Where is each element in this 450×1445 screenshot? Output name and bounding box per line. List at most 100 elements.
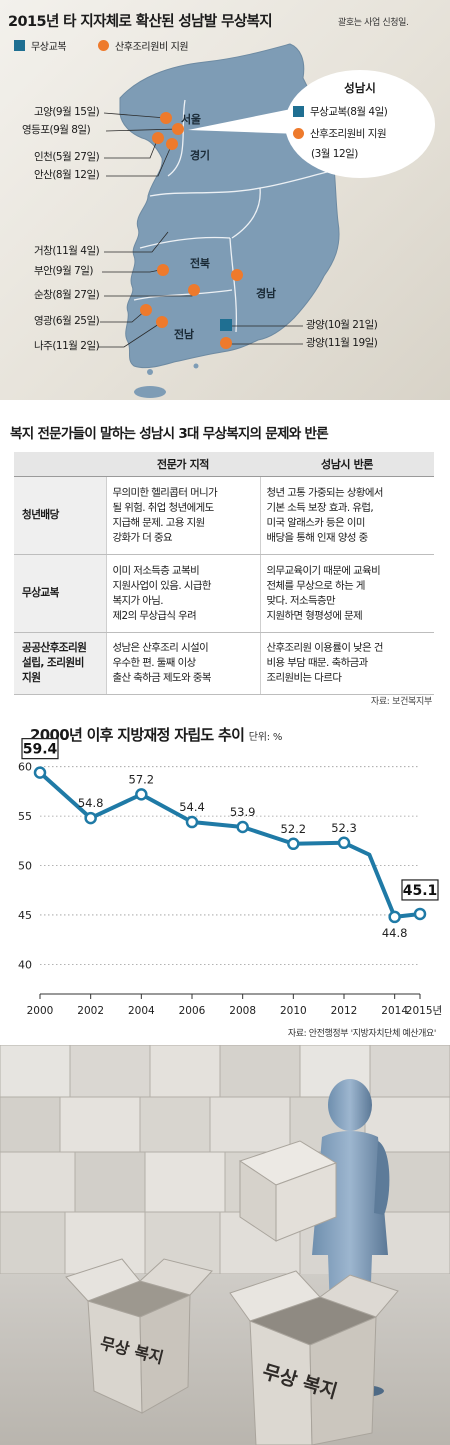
row-heading-line: 지원	[22, 672, 41, 684]
chart-title-text: 2000년 이후 지방재정 자립도 추이	[30, 726, 245, 744]
circle-marker-icon	[293, 128, 304, 139]
row-heading: 공공산후조리원 설립, 조리원비 지원	[14, 632, 106, 695]
region-label-jeonbuk: 전북	[190, 257, 210, 270]
square-marker-icon	[14, 40, 25, 51]
province-border	[229, 237, 238, 333]
line-chart: 40 45 50 55 60 2000 2002 2004 2006 2008 2010 2012 20…	[18, 738, 442, 1017]
postpartum-marker-yeonggwang	[140, 304, 152, 316]
region-label-gyeongnam: 경남	[256, 287, 276, 300]
postpartum-marker-yeongdeungpo	[172, 123, 184, 135]
cell-line: 청년 고통 가중되는 상황에서	[266, 486, 384, 499]
data-point	[413, 907, 427, 921]
cell-line: 우수한 편. 둘째 이상	[112, 657, 197, 669]
legend-uniform-label: 무상교복	[31, 42, 67, 53]
leader-line	[98, 321, 163, 348]
chart-unit: 단위: %	[248, 732, 283, 743]
place-label: 광양(11월 19일)	[306, 337, 378, 349]
leader-line	[105, 128, 179, 132]
leader-line	[103, 112, 167, 119]
cell-line: 의무교육이기 때문에 교육비	[266, 564, 381, 577]
seongnam-callout: 성남시 무상교복(8월 4일) 산후조리원비 지원 (3월 12일)	[285, 70, 435, 178]
region-label-gyeonggi: 경기	[190, 149, 210, 162]
table-header-cell	[14, 452, 106, 477]
province-border	[231, 187, 261, 239]
cell-line: 맞다. 저소득층만	[266, 594, 336, 607]
cell-line: 전체를 무상으로 하는 게	[266, 579, 366, 592]
x-tick-label: 2006	[179, 1005, 206, 1017]
data-label: 52.3	[331, 821, 357, 835]
region-label-jeonnam: 전남	[174, 328, 194, 341]
data-point	[135, 788, 148, 801]
x-tick-label: 2004	[128, 1005, 155, 1017]
city-cell: 청년 고통 가중되는 상황에서 기본 소득 보장 효과. 유럽, 미국 알래스카…	[259, 476, 434, 555]
island	[193, 363, 199, 369]
postpartum-marker-sunchang	[188, 284, 200, 296]
y-tick-label: 40	[18, 958, 32, 971]
cell-line: 산후조리원 이용률이 낮은 건	[266, 642, 384, 654]
leader-line	[102, 269, 161, 273]
postpartum-marker-gwangyang	[220, 337, 232, 349]
cell-line: 강화가 더 중요	[112, 531, 173, 544]
cell-line: 출산 축하금 제도와 중복	[112, 672, 212, 684]
place-label: 인천(5월 27일)	[34, 151, 100, 163]
fiscal-independence-chart-section: 2000년 이후 지방재정 자립도 추이 단위: % 40 45 50 55 60 200…	[0, 712, 450, 1042]
data-label: 45.1	[403, 883, 438, 899]
welfare-debate-table: 전문가 지적 성남시 반론 청년배당 무의미한 헬리콥터 머니가 될 위험. 취…	[14, 452, 434, 695]
place-label: 순창(8월 27일)	[34, 289, 100, 301]
data-label: 54.8	[78, 796, 104, 810]
map-note: 괄호는 사업 신청일.	[338, 18, 409, 28]
map-title: 2015년 타 지자체로 확산된 성남발 무상복지	[8, 14, 273, 30]
postpartum-marker-buan	[157, 264, 169, 276]
cell-line: 성남은 산후조리 시설이	[112, 642, 209, 654]
row-heading: 무상교복	[14, 554, 106, 633]
place-label: 나주(11월 2일)	[34, 340, 100, 352]
table-row: 공공산후조리원 설립, 조리원비 지원 성남은 산후조리 시설이 우수한 편. …	[14, 632, 434, 695]
expert-cell: 무의미한 헬리콥터 머니가 될 위험. 취업 청년에게도 지급해 문제. 고용 …	[105, 476, 260, 555]
data-label: 57.2	[129, 772, 155, 786]
data-label: 54.4	[179, 800, 205, 814]
cell-line: 될 위험. 취업 청년에게도	[112, 501, 215, 514]
row-heading: 청년배당	[14, 476, 106, 555]
callout-uniform-row: 무상교복(8월 4일)	[293, 104, 388, 119]
cell-line: 이미 저소득층 교복비	[112, 564, 200, 577]
data-label-box	[21, 738, 59, 760]
cell-line: 배당을 통해 인재 양성 중	[266, 531, 369, 544]
data-point	[33, 766, 47, 779]
data-label: 53.9	[230, 805, 256, 819]
x-tick-label: 2012	[331, 1005, 358, 1017]
leader-line	[104, 137, 159, 159]
carried-box	[238, 1140, 338, 1242]
place-label: 영등포(9월 8일)	[22, 124, 91, 136]
y-tick-label: 45	[18, 909, 32, 922]
cell-line: 조리원비는 다르다	[266, 672, 342, 684]
x-tick-label: 2002	[77, 1005, 104, 1017]
island	[147, 369, 153, 375]
place-label: 영광(6월 25일)	[34, 315, 100, 327]
cell-line: 제2의 무상급식 우려	[112, 609, 197, 622]
leader-line	[104, 231, 169, 253]
x-tick-label: 2008	[229, 1005, 256, 1017]
cell-line: 기본 소득 보장 효과. 유럽,	[266, 501, 374, 514]
province-border	[139, 236, 231, 249]
leader-line	[106, 143, 173, 177]
place-label: 광양(10월 21일)	[306, 319, 378, 331]
postpartum-marker-incheon	[152, 132, 164, 144]
data-label: 59.4	[23, 742, 58, 758]
table-header-row: 전문가 지적 성남시 반론	[14, 452, 434, 477]
data-point	[185, 815, 199, 829]
boxes-illustration	[0, 1045, 450, 1445]
y-tick-label: 60	[18, 761, 32, 774]
callout-uniform-label: 무상교복(8월 4일)	[310, 106, 388, 118]
cell-line: 복지가 아님.	[112, 594, 164, 607]
welfare-spread-map-section: 2015년 타 지자체로 확산된 성남발 무상복지 괄호는 사업 신청일. 무상…	[0, 0, 450, 400]
postpartum-marker-geochang	[231, 269, 243, 281]
place-label: 안산(8월 12일)	[34, 169, 100, 181]
cell-line: 무의미한 헬리콥터 머니가	[112, 486, 218, 499]
place-label: 고양(9월 15일)	[34, 106, 100, 118]
postpartum-marker-goyang	[160, 112, 172, 124]
chart-title: 2000년 이후 지방재정 자립도 추이 단위: %	[30, 724, 282, 745]
postpartum-marker-naju	[156, 316, 168, 328]
chart-source: 자료: 안전행정부 '지방자치단체 예산개요'	[287, 1029, 437, 1039]
legend-uniform: 무상교복	[14, 38, 67, 53]
